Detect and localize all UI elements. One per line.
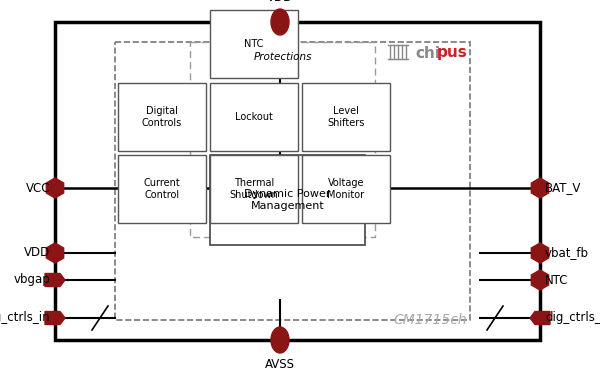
Text: vbat_fb: vbat_fb xyxy=(545,246,589,259)
Text: dig_ctrls_in: dig_ctrls_in xyxy=(0,312,50,324)
Text: Current
Control: Current Control xyxy=(143,178,181,200)
Text: Dynamic Power
Management: Dynamic Power Management xyxy=(244,189,331,211)
Bar xyxy=(55,22,540,340)
Ellipse shape xyxy=(271,9,289,35)
Bar xyxy=(302,83,390,151)
Bar xyxy=(118,83,206,151)
Text: NTC: NTC xyxy=(545,273,569,286)
Text: VCC: VCC xyxy=(25,182,50,195)
Text: Digital
Controls: Digital Controls xyxy=(142,106,182,128)
Text: dig_ctrls_out: dig_ctrls_out xyxy=(545,312,600,324)
Text: pus: pus xyxy=(437,45,468,60)
Text: VDD: VDD xyxy=(267,0,293,4)
Text: Protections: Protections xyxy=(253,52,312,62)
Text: CM1715ch: CM1715ch xyxy=(393,313,467,327)
Bar xyxy=(190,42,375,237)
Bar xyxy=(210,83,298,151)
Text: VDD: VDD xyxy=(24,246,50,259)
Text: NTC: NTC xyxy=(244,39,263,49)
Text: Voltage
Monitor: Voltage Monitor xyxy=(328,178,365,200)
Bar xyxy=(210,155,365,245)
Polygon shape xyxy=(530,312,550,324)
Bar xyxy=(115,42,470,320)
Text: AVSS: AVSS xyxy=(265,358,295,371)
Text: vbgap: vbgap xyxy=(13,273,50,286)
Polygon shape xyxy=(532,243,548,263)
Text: Thermal
Shutdown: Thermal Shutdown xyxy=(230,178,278,200)
Text: BAT_V: BAT_V xyxy=(545,182,581,195)
Polygon shape xyxy=(46,243,64,263)
Bar xyxy=(210,155,298,223)
Bar xyxy=(210,10,298,78)
Ellipse shape xyxy=(271,327,289,353)
Bar xyxy=(118,155,206,223)
Bar xyxy=(302,155,390,223)
Text: chi: chi xyxy=(415,45,440,60)
Polygon shape xyxy=(45,312,65,324)
Polygon shape xyxy=(45,273,65,286)
Polygon shape xyxy=(532,270,548,290)
Text: Level
Shifters: Level Shifters xyxy=(328,106,365,128)
Polygon shape xyxy=(46,178,64,198)
Polygon shape xyxy=(532,178,548,198)
Text: Lockout: Lockout xyxy=(235,112,273,122)
